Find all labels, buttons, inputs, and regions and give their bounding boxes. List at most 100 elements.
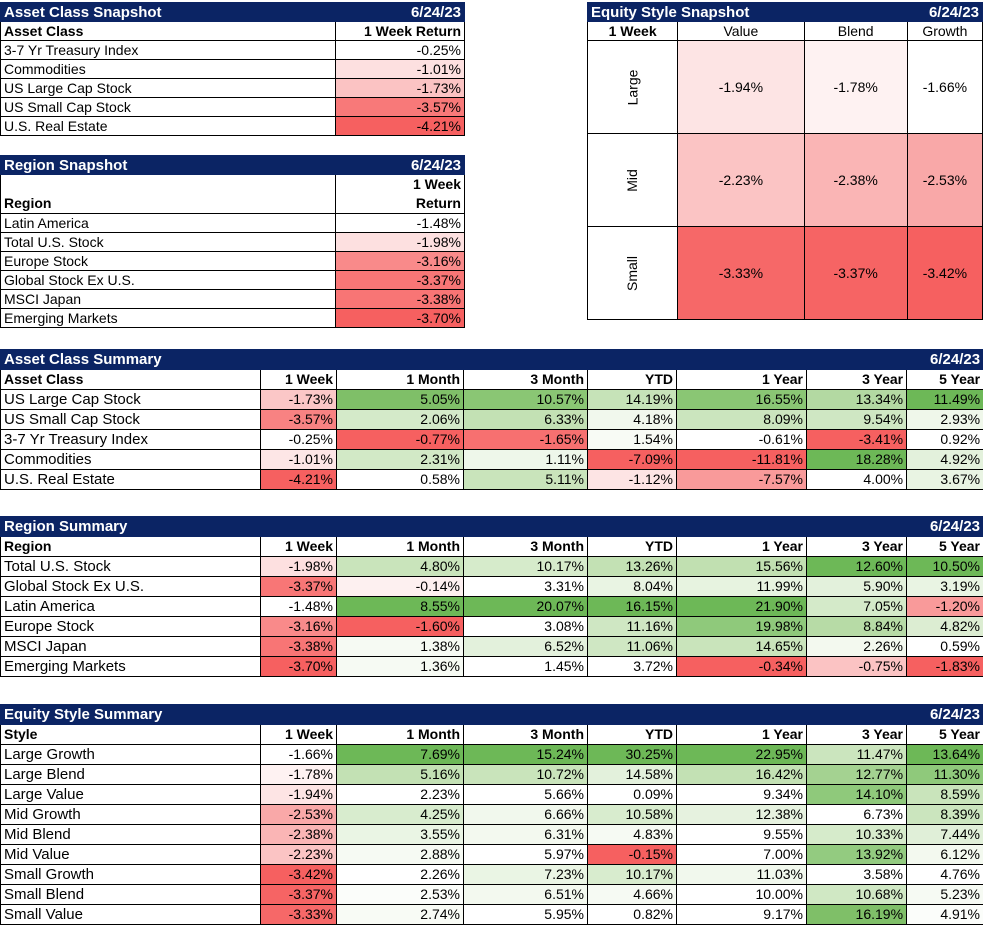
column-header: 1 Week Return <box>335 174 465 214</box>
return-cell: 3.19% <box>906 576 983 597</box>
title-row: Region Summary 6/24/23 <box>0 516 983 537</box>
table-row: Latin America -1.48% 8.55% 20.07% 16.15% 21.9… <box>0 596 983 617</box>
table-row: US Small Cap Stock -3.57% <box>0 97 465 117</box>
return-cell: 15.24% <box>463 744 588 765</box>
table-title: Region Snapshot <box>0 155 336 175</box>
row-value: -1.48% <box>335 213 465 233</box>
return-cell: 18.28% <box>805 449 908 470</box>
table-title: Asset Class Summary <box>0 349 908 370</box>
return-cell: 14.10% <box>805 784 908 805</box>
asset-class-snapshot-table: Asset Class Snapshot 6/24/23 Asset Class… <box>0 2 465 136</box>
return-cell: -11.81% <box>676 449 807 470</box>
table-row: US Large Cap Stock -1.73% <box>0 78 465 98</box>
return-cell: 8.59% <box>906 784 983 805</box>
return-cell: -7.09% <box>587 449 677 470</box>
return-cell: -1.01% <box>260 449 337 470</box>
table-row: Total U.S. Stock -1.98% 4.80% 10.17% 13.26% 1… <box>0 556 983 577</box>
return-cell: 1.38% <box>336 636 464 657</box>
return-cell: 14.65% <box>676 636 807 657</box>
table-title: Equity Style Snapshot <box>587 2 805 22</box>
row-label: US Large Cap Stock <box>0 389 261 410</box>
return-cell: -0.75% <box>806 656 907 677</box>
return-cell: 0.59% <box>906 636 983 657</box>
return-cell: 0.58% <box>336 469 464 490</box>
return-cell: 13.64% <box>906 744 983 765</box>
column-header: YTD <box>587 536 677 557</box>
return-cell: 10.68% <box>805 884 908 905</box>
style-cell: -3.37% <box>803 226 908 320</box>
return-cell: 13.34% <box>805 389 908 410</box>
table-date: 6/24/23 <box>906 349 983 370</box>
row-label: Small Growth <box>0 864 261 885</box>
table-row: MSCI Japan -3.38% 1.38% 6.52% 11.06% 14.65% 2.… <box>0 636 983 657</box>
column-header: 1 Month <box>336 724 464 745</box>
table-date: 6/24/23 <box>335 2 465 22</box>
row-label: Small Value <box>0 904 261 925</box>
return-cell: 10.58% <box>587 804 677 825</box>
return-cell: 10.57% <box>463 389 588 410</box>
return-cell: 3.67% <box>906 469 983 490</box>
title-row: Equity Style Summary 6/24/23 <box>0 704 983 725</box>
return-cell: 7.69% <box>336 744 464 765</box>
row-label: 3-7 Yr Treasury Index <box>0 40 336 60</box>
return-cell: 3.08% <box>463 616 588 637</box>
return-cell: 5.11% <box>463 469 588 490</box>
column-header: 1 Week <box>260 724 337 745</box>
return-cell: 11.03% <box>676 864 807 885</box>
row-value: -3.57% <box>335 97 465 117</box>
table-row: US Small Cap Stock -3.57% 2.06% 6.33% 4.18% 8… <box>0 409 983 430</box>
row-label: Emerging Markets <box>0 656 261 677</box>
table-row: Emerging Markets -3.70% 1.36% 1.45% 3.72% -0.… <box>0 656 983 677</box>
return-cell: -0.15% <box>587 844 677 865</box>
return-cell: 1.36% <box>336 656 464 677</box>
return-cell: -1.78% <box>260 764 337 785</box>
row-label-cell: Large <box>586 40 679 134</box>
return-cell: -0.34% <box>676 656 807 677</box>
return-cell: 2.88% <box>336 844 464 865</box>
row-label: Emerging Markets <box>0 308 336 328</box>
return-cell: 11.99% <box>676 576 807 597</box>
table-row: Large Blend -1.78% 5.16% 10.72% 14.58% 16.42%… <box>0 764 983 785</box>
table-row: U.S. Real Estate -4.21% <box>0 116 465 136</box>
style-cell: -2.53% <box>906 133 983 227</box>
row-label: Mid Growth <box>0 804 261 825</box>
row-label: U.S. Real Estate <box>0 469 261 490</box>
column-header: 3 Year <box>806 536 907 557</box>
table-row: Mid Value -2.23% 2.88% 5.97% -0.15% 7.00% 13.9… <box>0 844 983 865</box>
table-row: U.S. Real Estate -4.21% 0.58% 5.11% -1.12% -7… <box>0 469 983 490</box>
column-header: 1 Week <box>260 369 337 390</box>
row-label: US Small Cap Stock <box>0 409 261 430</box>
return-cell: -1.12% <box>587 469 677 490</box>
table-body: Large -1.94% -1.78% -1.66% Mid -2.23% -2.38% -2… <box>586 40 983 320</box>
row-label: Large Value <box>0 784 261 805</box>
return-cell: 4.82% <box>906 616 983 637</box>
row-label: Mid Value <box>0 844 261 865</box>
return-cell: 6.73% <box>805 804 908 825</box>
row-label: Latin America <box>0 596 261 617</box>
equity-style-summary-table: Equity Style Summary 6/24/23 Style 1 Week 1 … <box>0 704 983 925</box>
row-value: -3.70% <box>335 308 465 328</box>
table-row: Global Stock Ex U.S. -3.37% -0.14% 3.31% 8.0… <box>0 576 983 597</box>
return-cell: 4.83% <box>587 824 677 845</box>
row-label: MSCI Japan <box>0 289 336 309</box>
column-header: YTD <box>587 369 677 390</box>
return-cell: -2.38% <box>260 824 337 845</box>
table-row: Small Value -3.33% 2.74% 5.95% 0.82% 9.17% 16.… <box>0 904 983 925</box>
row-label: Total U.S. Stock <box>0 556 261 577</box>
return-cell: 10.17% <box>587 864 677 885</box>
table-row: Total U.S. Stock -1.98% <box>0 232 465 252</box>
return-cell: 4.92% <box>906 449 983 470</box>
column-header-growth: Growth <box>906 21 983 41</box>
return-cell: 30.25% <box>587 744 677 765</box>
row-label: Large Blend <box>0 764 261 785</box>
return-cell: 10.33% <box>805 824 908 845</box>
table-row: Small Blend -3.37% 2.53% 6.51% 4.66% 10.00% 10… <box>0 884 983 905</box>
column-header: 3 Month <box>463 369 588 390</box>
style-cell: -2.23% <box>677 133 805 227</box>
return-cell: 9.34% <box>676 784 807 805</box>
return-cell: 5.16% <box>336 764 464 785</box>
return-cell: -1.66% <box>260 744 337 765</box>
table-title: Region Summary <box>0 516 907 537</box>
return-cell: 3.31% <box>463 576 588 597</box>
column-header: 1 Year <box>676 536 807 557</box>
